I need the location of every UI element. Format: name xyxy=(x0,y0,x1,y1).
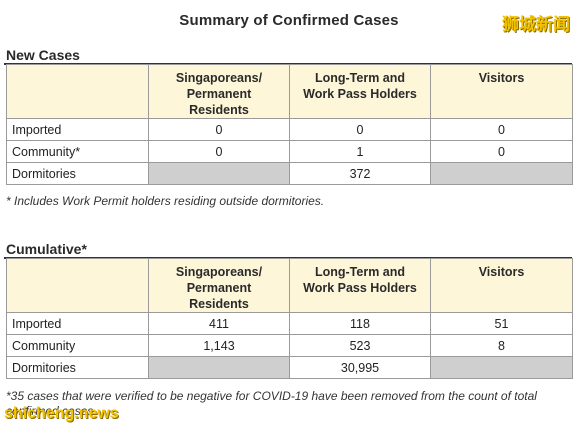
new-cases-table: Singaporeans/ Permanent Residents Long-T… xyxy=(6,64,573,185)
column-header-line: Singaporeans/ xyxy=(175,265,263,279)
table-cell: 0 xyxy=(430,140,573,163)
table-cell: 0 xyxy=(148,140,290,163)
column-header-line: Residents xyxy=(189,297,249,311)
watermark-logo-text: 狮城新闻 xyxy=(502,15,570,34)
table-row: Dormitories 30,995 xyxy=(6,356,573,379)
column-header-residents: Singaporeans/ Permanent Residents xyxy=(148,64,290,119)
column-header-line: Singaporeans/ xyxy=(175,71,263,85)
cumulative-heading: Cumulative* xyxy=(6,241,87,257)
column-header-residents: Singaporeans/ Permanent Residents xyxy=(148,258,290,313)
empty-grey-cell xyxy=(148,356,290,379)
column-header-line: Residents xyxy=(189,103,249,117)
column-header-line: Work Pass Holders xyxy=(303,281,417,295)
table-row: Imported 411 118 51 xyxy=(6,312,573,335)
table-cell: 372 xyxy=(289,162,431,185)
table-row: Dormitories 372 xyxy=(6,162,573,185)
new-cases-heading: New Cases xyxy=(6,47,80,63)
table-cell: 1,143 xyxy=(148,334,290,357)
column-header-line: Long-Term and xyxy=(314,265,406,279)
table-cell: 118 xyxy=(289,312,431,335)
column-header-line: Visitors xyxy=(478,265,525,279)
watermark-site-text: shicheng.news xyxy=(4,405,119,422)
row-label: Imported xyxy=(6,118,149,141)
table-cell: 0 xyxy=(430,118,573,141)
column-header-line: Permanent xyxy=(186,281,252,295)
column-header-line: Permanent xyxy=(186,87,252,101)
column-header-visitors: Visitors xyxy=(430,64,573,119)
table-cell: 1 xyxy=(289,140,431,163)
row-label: Community* xyxy=(6,140,149,163)
page-title: Summary of Confirmed Cases xyxy=(179,12,399,29)
table-cell: 0 xyxy=(289,118,431,141)
table-cell: 0 xyxy=(148,118,290,141)
table-cell: 8 xyxy=(430,334,573,357)
empty-grey-cell xyxy=(148,162,290,185)
table-corner-cell xyxy=(6,258,149,313)
column-header-visitors: Visitors xyxy=(430,258,573,313)
cumulative-footnote: *35 cases that were verified to be negat… xyxy=(6,389,537,418)
table-cell: 523 xyxy=(289,334,431,357)
cumulative-table: Singaporeans/ Permanent Residents Long-T… xyxy=(6,258,573,379)
empty-grey-cell xyxy=(430,162,573,185)
column-header-line: Visitors xyxy=(478,71,525,85)
row-label: Imported xyxy=(6,312,149,335)
table-corner-cell xyxy=(6,64,149,119)
column-header-line: Work Pass Holders xyxy=(303,87,417,101)
table-row: Community 1,143 523 8 xyxy=(6,334,573,357)
table-cell: 30,995 xyxy=(289,356,431,379)
table-row: Community* 0 1 0 xyxy=(6,140,573,163)
row-label: Dormitories xyxy=(6,356,149,379)
empty-grey-cell xyxy=(430,356,573,379)
row-label: Dormitories xyxy=(6,162,149,185)
table-cell: 51 xyxy=(430,312,573,335)
new-cases-footnote: * Includes Work Permit holders residing … xyxy=(6,194,325,208)
column-header-work-pass: Long-Term and Work Pass Holders xyxy=(289,258,431,313)
row-label: Community xyxy=(6,334,149,357)
table-row: Imported 0 0 0 xyxy=(6,118,573,141)
column-header-work-pass: Long-Term and Work Pass Holders xyxy=(289,64,431,119)
table-cell: 411 xyxy=(148,312,290,335)
column-header-line: Long-Term and xyxy=(314,71,406,85)
